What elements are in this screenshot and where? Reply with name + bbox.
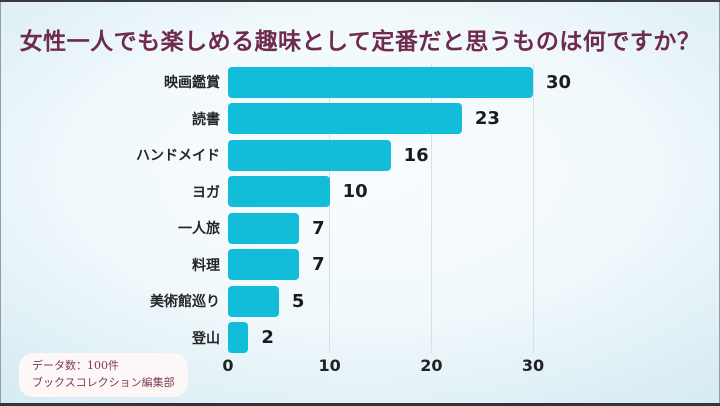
x-tick-label: 10 [318, 356, 341, 375]
bar [228, 212, 300, 244]
category-label: 映画鑑賞 [164, 75, 220, 92]
bar-rows: 映画鑑賞 30 読書 23 ハンドメイド 16 ヨガ 10 一人旅 7 料理 7 美術館巡り 5 登山 2 [0, 64, 720, 356]
value-label: 2 [261, 327, 274, 349]
gridline [430, 64, 432, 353]
bar-row: 料理 7 [0, 247, 720, 284]
bar [228, 322, 249, 354]
value-label: 7 [312, 217, 325, 239]
bar [228, 285, 279, 317]
source-badge: データ数：100件 ブックスコレクション編集部 [19, 353, 188, 397]
bar [228, 103, 462, 135]
gridline [329, 64, 331, 353]
bar-row: 読書 23 [0, 101, 720, 138]
category-label: 美術館巡り [150, 294, 220, 311]
category-label: 一人旅 [178, 221, 220, 238]
value-label: 23 [474, 108, 500, 130]
x-tick-label: 20 [420, 356, 443, 375]
bar [228, 249, 300, 281]
value-label: 7 [312, 254, 325, 276]
bar-row: 映画鑑賞 30 [0, 64, 720, 101]
value-label: 16 [403, 144, 429, 166]
bar-row: ハンドメイド 16 [0, 137, 720, 174]
bar-row: ヨガ 10 [0, 174, 720, 211]
data-count-text: データ数：100件 [32, 359, 119, 372]
value-label: 10 [342, 181, 368, 203]
bar-row: 一人旅 7 [0, 210, 720, 247]
category-label: 料理 [192, 257, 220, 274]
x-tick-label: 0 [222, 356, 234, 375]
category-label: 読書 [192, 111, 220, 128]
bar-row: 美術館巡り 5 [0, 283, 720, 320]
category-label: 登山 [192, 330, 220, 347]
category-label: ハンドメイド [136, 148, 220, 165]
value-label: 5 [291, 290, 305, 312]
chart-title: 女性一人でも楽しめる趣味として定番だと思うものは何ですか？ [19, 28, 701, 55]
bar [228, 176, 330, 208]
category-label: ヨガ [192, 184, 220, 201]
editorial-credit-text: ブックスコレクション編集部 [32, 375, 175, 389]
bar-row: 登山 2 [0, 320, 720, 357]
gridline [532, 64, 534, 353]
value-label: 30 [546, 71, 572, 93]
bar [228, 139, 391, 171]
x-tick-label: 30 [521, 356, 545, 375]
bar [228, 66, 533, 98]
